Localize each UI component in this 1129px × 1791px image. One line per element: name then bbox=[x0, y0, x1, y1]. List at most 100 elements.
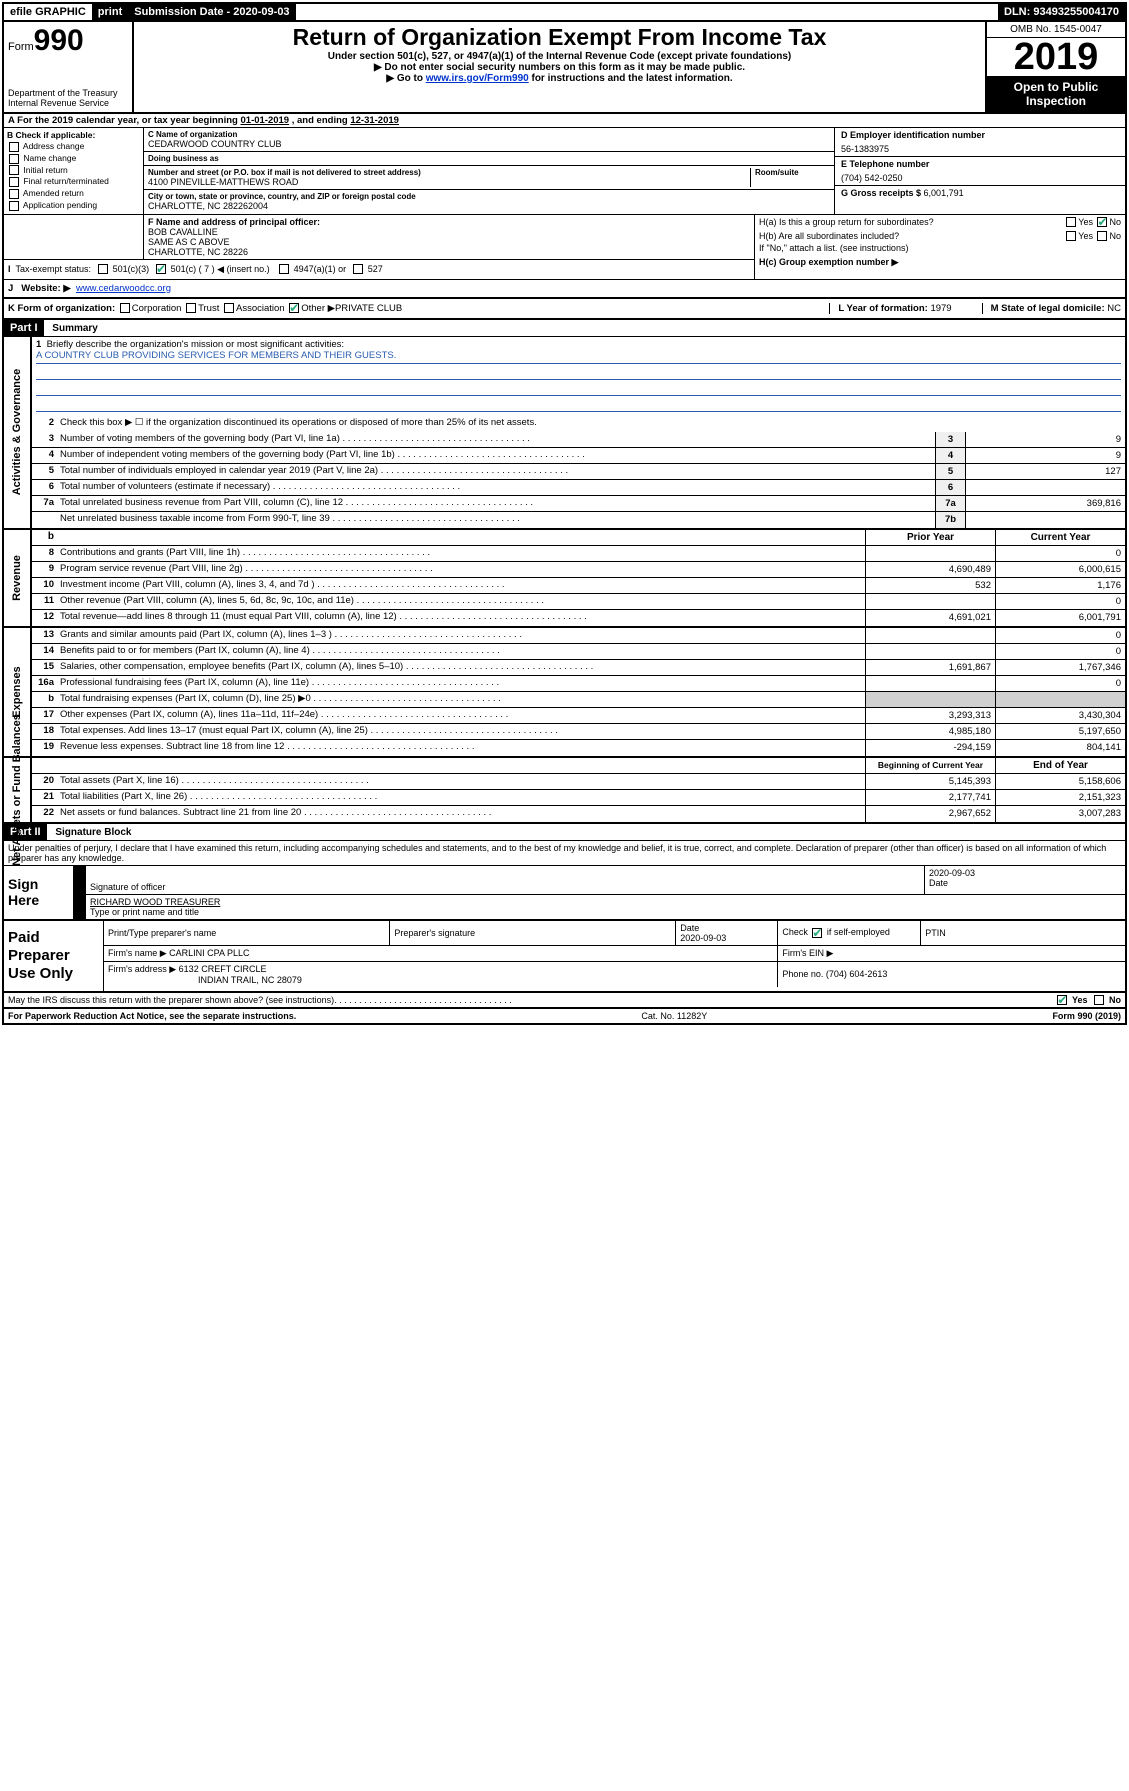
chk-trust[interactable] bbox=[186, 303, 196, 313]
ha-label: H(a) Is this a group return for subordin… bbox=[759, 217, 934, 227]
line-val: 9 bbox=[965, 432, 1125, 447]
prior-year-val: 4,690,489 bbox=[865, 562, 995, 577]
hdr-begin-year: Beginning of Current Year bbox=[865, 758, 995, 773]
line-a: A For the 2019 calendar year, or tax yea… bbox=[4, 114, 1125, 128]
prior-year-val: -294,159 bbox=[865, 740, 995, 756]
chk-501c3[interactable] bbox=[98, 264, 108, 274]
row-k: K Form of organization: Corporation Trus… bbox=[4, 299, 1125, 320]
chk-501c[interactable] bbox=[156, 264, 166, 274]
tax-status-label: Tax-exempt status: bbox=[16, 264, 92, 274]
line-box: 4 bbox=[935, 448, 965, 463]
gov-line-4: 4Number of independent voting members of… bbox=[32, 448, 1125, 464]
street-address: 4100 PINEVILLE-MATTHEWS ROAD bbox=[148, 177, 750, 187]
line-desc: Total assets (Part X, line 16) bbox=[58, 774, 865, 789]
line-num: 13 bbox=[32, 628, 58, 643]
chk-initial-return[interactable]: Initial return bbox=[7, 165, 140, 176]
line-box: 5 bbox=[935, 464, 965, 479]
line-desc: Revenue less expenses. Subtract line 18 … bbox=[58, 740, 865, 756]
discuss-no[interactable] bbox=[1094, 995, 1104, 1005]
k-label: K Form of organization: bbox=[8, 303, 115, 314]
city-cell: City or town, state or province, country… bbox=[144, 190, 834, 213]
signer-name: RICHARD WOOD TREASURER bbox=[90, 897, 1121, 907]
ha-no[interactable] bbox=[1097, 217, 1107, 227]
box-g: G Gross receipts $ 6,001,791 bbox=[835, 186, 1125, 214]
room-label: Room/suite bbox=[755, 168, 830, 177]
chk-527[interactable] bbox=[353, 264, 363, 274]
irs-link[interactable]: www.irs.gov/Form990 bbox=[426, 73, 529, 84]
form-num: 990 bbox=[34, 24, 84, 57]
line-desc: Number of independent voting members of … bbox=[58, 448, 935, 463]
exp-lines-17: 17Other expenses (Part IX, column (A), l… bbox=[32, 708, 1125, 724]
line-num: 16a bbox=[32, 676, 58, 691]
phone-value: (704) 542-0250 bbox=[841, 169, 1119, 183]
firm-name: CARLINI CPA PLLC bbox=[169, 948, 249, 958]
discuss-yes[interactable] bbox=[1057, 995, 1067, 1005]
chk-address-change[interactable]: Address change bbox=[7, 141, 140, 152]
chk-amended[interactable]: Amended return bbox=[7, 188, 140, 199]
line-num bbox=[32, 512, 58, 528]
prior-year-val bbox=[865, 594, 995, 609]
chk-application-pending[interactable]: Application pending bbox=[7, 200, 140, 211]
sig-officer-label: Signature of officer bbox=[90, 882, 920, 892]
chk-other[interactable] bbox=[289, 303, 299, 313]
line-num: 11 bbox=[32, 594, 58, 609]
line-num: 9 bbox=[32, 562, 58, 577]
line-box: 7a bbox=[935, 496, 965, 511]
part-2-title: Signature Block bbox=[49, 827, 131, 838]
sign-date-label: Date bbox=[929, 878, 1121, 888]
line-desc: Program service revenue (Part VIII, line… bbox=[58, 562, 865, 577]
city-label: City or town, state or province, country… bbox=[148, 192, 830, 201]
exp-lines-15: 15Salaries, other compensation, employee… bbox=[32, 660, 1125, 676]
ptin-label: PTIN bbox=[921, 921, 1125, 946]
line-num: 10 bbox=[32, 578, 58, 593]
na-lines-21: 21Total liabilities (Part X, line 26)2,1… bbox=[32, 790, 1125, 806]
gross-value: 6,001,791 bbox=[924, 188, 964, 198]
chk-self-employed[interactable] bbox=[812, 928, 822, 938]
line-desc: Total liabilities (Part X, line 26) bbox=[58, 790, 865, 805]
part-2-header: Part II Signature Block bbox=[4, 824, 1125, 841]
print-button[interactable]: print bbox=[92, 4, 128, 20]
prep-sig-label: Preparer's signature bbox=[390, 921, 676, 946]
line-num: 8 bbox=[32, 546, 58, 561]
line-num: 5 bbox=[32, 464, 58, 479]
org-name-label: C Name of organization bbox=[148, 130, 830, 139]
rev-lines-10: 10Investment income (Part VIII, column (… bbox=[32, 578, 1125, 594]
cat-number: Cat. No. 11282Y bbox=[641, 1011, 707, 1021]
hb-yes[interactable] bbox=[1066, 231, 1076, 241]
header-left: Form990 Department of the Treasury Inter… bbox=[4, 22, 134, 112]
year-end: 12-31-2019 bbox=[350, 115, 399, 126]
row-j: J Website: ▶ www.cedarwoodcc.org bbox=[4, 280, 1125, 299]
sub3-pre: ▶ Go to bbox=[386, 73, 425, 84]
chk-assoc[interactable] bbox=[224, 303, 234, 313]
current-year-val: 5,158,606 bbox=[995, 774, 1125, 789]
form-prefix: Form bbox=[8, 41, 34, 53]
line-num: 18 bbox=[32, 724, 58, 739]
chk-name-change[interactable]: Name change bbox=[7, 153, 140, 164]
ha-yes[interactable] bbox=[1066, 217, 1076, 227]
line-num: 12 bbox=[32, 610, 58, 626]
subtitle-2: ▶ Do not enter social security numbers o… bbox=[140, 62, 979, 73]
hb-no[interactable] bbox=[1097, 231, 1107, 241]
part-1-header: Part I Summary bbox=[4, 320, 1125, 337]
chk-4947[interactable] bbox=[279, 264, 289, 274]
header-center: Return of Organization Exempt From Incom… bbox=[134, 22, 985, 112]
line-num: 15 bbox=[32, 660, 58, 675]
chk-final-return[interactable]: Final return/terminated bbox=[7, 176, 140, 187]
firm-addr-label: Firm's address ▶ bbox=[108, 964, 176, 974]
sign-arrow-2 bbox=[74, 895, 86, 919]
prior-year-val: 532 bbox=[865, 578, 995, 593]
hdr-prior-year: Prior Year bbox=[865, 530, 995, 545]
prior-year-val: 3,293,313 bbox=[865, 708, 995, 723]
box-m: M State of legal domicile: NC bbox=[982, 303, 1121, 314]
website-link[interactable]: www.cedarwoodcc.org bbox=[76, 283, 171, 294]
form-title: Return of Organization Exempt From Incom… bbox=[140, 24, 979, 51]
line-desc: Number of voting members of the governin… bbox=[58, 432, 935, 447]
current-year-val: 1,767,346 bbox=[995, 660, 1125, 675]
q1-num: 1 bbox=[36, 339, 41, 350]
line-num: 7a bbox=[32, 496, 58, 511]
dln-label: DLN: bbox=[1004, 6, 1033, 18]
chk-corp[interactable] bbox=[120, 303, 130, 313]
current-year-val: 0 bbox=[995, 546, 1125, 561]
line-num: 4 bbox=[32, 448, 58, 463]
prior-year-val: 4,985,180 bbox=[865, 724, 995, 739]
